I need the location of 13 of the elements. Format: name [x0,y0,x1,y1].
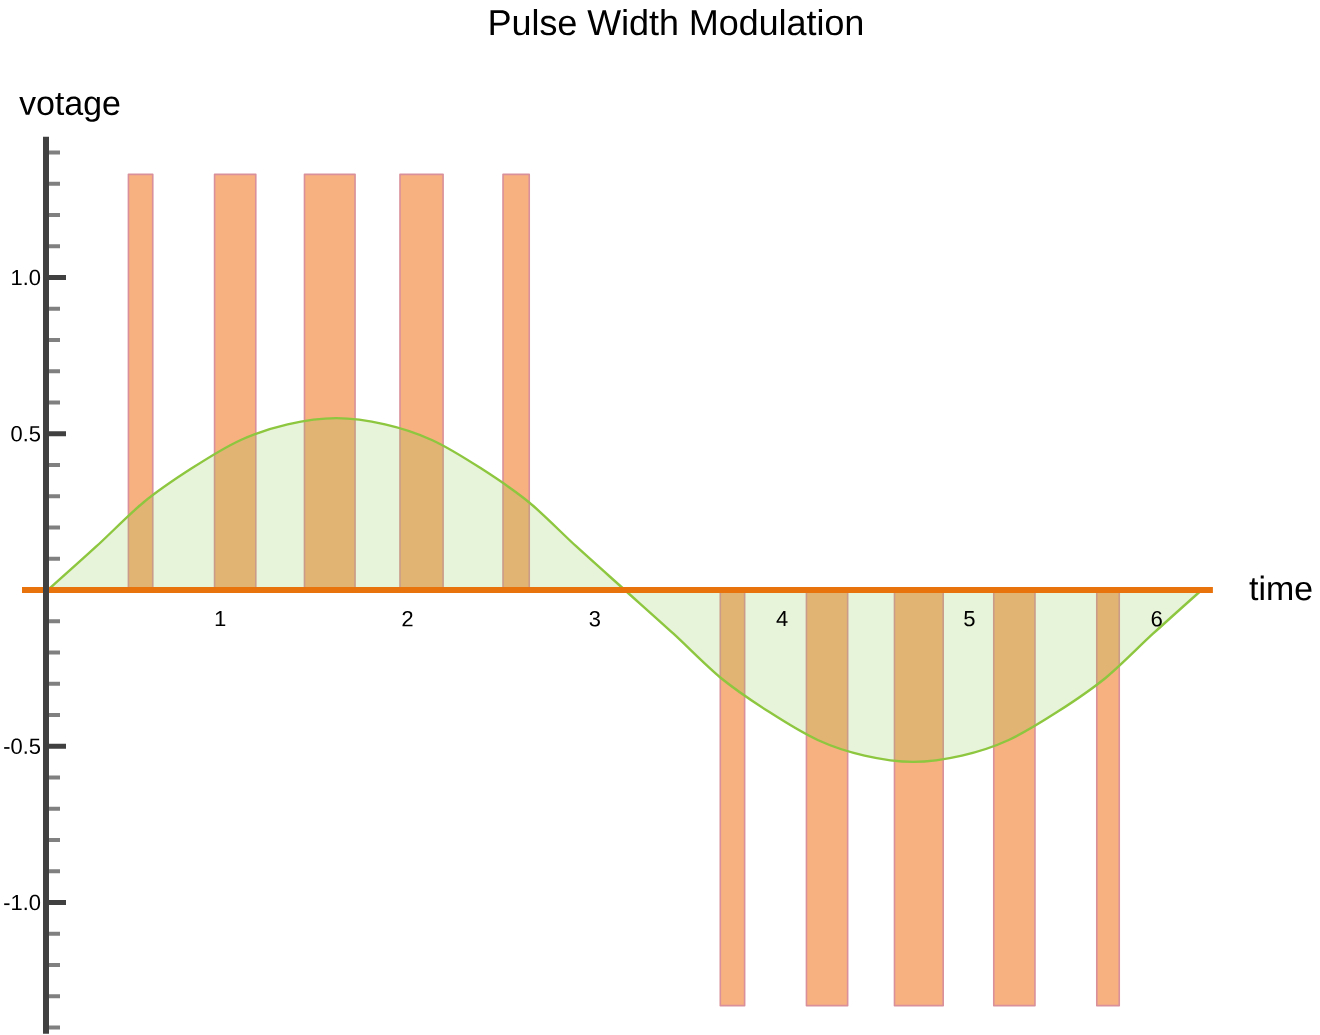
y-tick-label: 1.0 [12,269,41,286]
y-tick-label: 0.5 [11,426,41,442]
x-tick-label: 3 [589,611,600,627]
x-tick-label: 2 [402,611,413,627]
x-axis-title: time [1249,575,1312,601]
x-tick-label: 6 [1151,611,1162,627]
x-tick-label: 5 [964,611,975,627]
chart-title: Pulse Width Modulation [490,9,862,36]
y-tick-label: -0.5 [4,738,41,755]
x-tick-label: 1 [215,611,226,627]
y-tick-label: -1.0 [4,894,41,911]
x-tick-label: 4 [776,611,788,627]
y-axis-title: votage [19,92,120,122]
